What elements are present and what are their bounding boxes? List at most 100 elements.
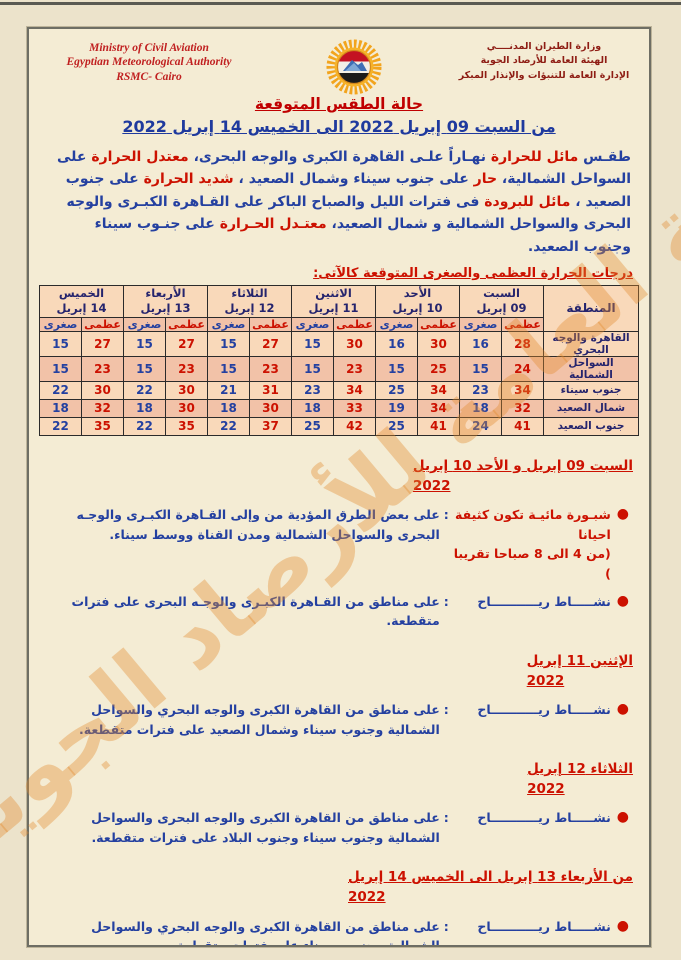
day-name-label: الأحد [403, 285, 432, 300]
temp-max-cell: 23 [81, 355, 124, 382]
header-arabic-block: وزارة الطيران المدنــــي الهيئة العامة ل… [449, 37, 639, 83]
temp-min-cell: 25 [375, 380, 418, 400]
intro-segment: معتدل الحرارة [91, 149, 189, 165]
day-date-label: 11 إبريل [308, 301, 359, 316]
header-english-block: Ministry of Civil Aviation Egyptian Mete… [39, 37, 259, 84]
intro-segment: نهـاراً علـى القاهرة الكبرى والوجه البحر… [188, 149, 491, 165]
temperature-table-heading: درجات الحرارة العظمى والصغرى المتوقعة كا… [313, 265, 633, 281]
ministry-name-en: Ministry of Civil Aviation [89, 42, 209, 54]
temp-min-cell: 15 [207, 355, 250, 382]
authority-name-en: Egyptian Meteorological Authority [66, 56, 232, 69]
temp-min-cell: 18 [459, 398, 502, 418]
temp-max-cell: 30 [165, 398, 208, 418]
bullet-text: على مناطق من القاهرة الكبرى والوجه البحر… [79, 702, 440, 737]
min-label: صغرى [459, 316, 502, 332]
region-name-cell: القاهرة والوجه البحري [543, 330, 639, 357]
temp-min-cell: 23 [459, 380, 502, 400]
day-name-label: الثلاثاء [231, 285, 268, 300]
bullet-colon: : [443, 918, 449, 934]
temp-max-cell: 34 [333, 380, 376, 400]
temp-max-cell: 42 [333, 416, 376, 436]
temp-max-cell: 27 [249, 330, 292, 357]
temp-max-cell: 35 [81, 416, 124, 436]
temp-min-cell: 22 [123, 380, 166, 400]
intro-segment: مائل للبرودة [484, 193, 571, 210]
temp-max-cell: 34 [417, 380, 460, 400]
day-header: الخميس 14 إبريل [39, 284, 124, 318]
section-bullet: ● نشـــــاط ريـــــــــــاح: على مناطق من … [43, 808, 629, 847]
bullet-label: نشـــــاط ريـــــــــــاح [477, 810, 611, 826]
day-header: الأحد 10 إبريل [375, 284, 460, 318]
bullet-label: نشـــــاط ريـــــــــــاح [477, 702, 611, 718]
temp-min-cell: 15 [291, 355, 334, 382]
temp-min-cell: 15 [39, 355, 82, 382]
forecast-date-range: من السبت 09 إبريل 2022 الى الخميس 14 إبر… [122, 117, 556, 136]
section-bullet: ● نشـــــاط ريـــــــــــاح: على مناطق من … [43, 917, 629, 945]
temp-min-cell: 15 [459, 355, 502, 382]
bullet-text: على مناطق من القـاهرة الكبـرى والوجـه ال… [71, 593, 440, 629]
temp-min-cell: 18 [207, 398, 250, 418]
intro-segment: فى فترات الليل والصباح الباكر على القـاه… [66, 193, 631, 233]
temp-max-cell: 35 [165, 416, 208, 436]
intro-segment: مائل للحرارة [490, 149, 579, 165]
region-name-cell: جنوب سيناء [543, 380, 639, 400]
ministry-name-ar: وزارة الطيران المدنــــي [486, 41, 602, 52]
region-name-cell: جنوب الصعيد [543, 416, 639, 436]
section-bullet: ● نشـــــاط ريـــــــــــاح: على مناطق من … [43, 700, 629, 739]
max-label: عظمى [249, 316, 292, 332]
section-heading: من الأربعاء 13 إبريل الى الخميس 14 إبريل… [348, 869, 633, 906]
day-name-label: الاثنين [315, 285, 352, 300]
table-row: جنوب الصعيد 41 24 41 25 42 25 37 22 35 22 35 22 [39, 416, 639, 436]
day-date-label: 14 إبريل [56, 301, 107, 316]
temp-max-cell: 32 [501, 398, 544, 418]
day-name-label: الخميس [58, 285, 105, 300]
authority-logo [319, 37, 389, 97]
intro-segment: على جنوب سيناء وشمال الصعيد ، [233, 171, 474, 188]
temp-min-cell: 15 [375, 355, 418, 382]
table-header-row: المنطقة السبت 09 إبريل الأحد 10 إبريل الاثنين… [39, 284, 639, 332]
table-subheader-row: عظمى صغرى عظمى صغرى عظمى صغرى عظمى صغرى عظمى صغرى… [39, 316, 639, 332]
temp-min-cell: 22 [39, 380, 82, 400]
temp-max-cell: 27 [81, 330, 124, 357]
section-bullet: ● شبـورة مائيـة تكون كثيفة احيانا (من 4 ا… [43, 505, 629, 583]
temp-max-cell: 30 [333, 330, 376, 357]
day-header: السبت 09 إبريل [459, 284, 544, 318]
bullet-label: نشـــــاط ريـــــــــــاح [477, 593, 611, 609]
min-label: صغرى [375, 316, 418, 332]
region-column-header: المنطقة [543, 284, 639, 332]
temp-max-cell: 23 [249, 355, 292, 382]
temp-min-cell: 22 [123, 416, 166, 436]
authority-name-ar: الهيئة العامة للأرصاد الجوية [480, 55, 608, 67]
day-date-label: 09 إبريل [476, 301, 527, 316]
rsmc-cairo-label: RSMC- Cairo [116, 70, 182, 83]
min-label: صغرى [123, 316, 166, 332]
temp-max-cell: 33 [333, 398, 376, 418]
bullet-colon: : [443, 810, 449, 826]
temp-min-cell: 18 [123, 398, 166, 418]
temp-min-cell: 16 [375, 330, 418, 357]
temp-max-cell: 30 [165, 380, 208, 400]
day-section: من الأربعاء 13 إبريل الى الخميس 14 إبريل… [43, 867, 635, 945]
temp-min-cell: 15 [123, 355, 166, 382]
day-section: السبت 09 إبريل و الأحد 10 إبريل 2022 ● شبـ… [43, 456, 635, 631]
temp-min-cell: 16 [459, 330, 502, 357]
document-title: حالة الطقس المتوقعة [254, 95, 424, 113]
min-label: صغرى [39, 316, 82, 332]
day-header: الاثنين 11 إبريل [291, 284, 376, 318]
forecast-document: Ministry of Civil Aviation Egyptian Mete… [26, 26, 652, 948]
bullet-colon: : [443, 593, 449, 609]
intro-segment: على جنوب الصعيد ، [65, 171, 631, 210]
temp-max-cell: 41 [501, 416, 544, 436]
temp-min-cell: 23 [291, 380, 334, 400]
temp-max-cell: 32 [81, 398, 124, 418]
bullet-dot-icon: ● [616, 809, 629, 826]
bullet-label: شبـورة مائيـة تكون كثيفة احيانا (من 4 ال… [453, 507, 611, 581]
temp-max-cell: 41 [417, 416, 460, 436]
temp-max-cell: 34 [417, 398, 460, 418]
section-heading: الثلاثاء 12 إبريل 2022 [527, 760, 633, 798]
document-header: Ministry of Civil Aviation Egyptian Mete… [39, 37, 639, 97]
section-heading: السبت 09 إبريل و الأحد 10 إبريل 2022 [412, 457, 633, 495]
temp-min-cell: 24 [459, 416, 502, 436]
temp-min-cell: 19 [375, 398, 418, 418]
temp-max-cell: 30 [417, 330, 460, 357]
